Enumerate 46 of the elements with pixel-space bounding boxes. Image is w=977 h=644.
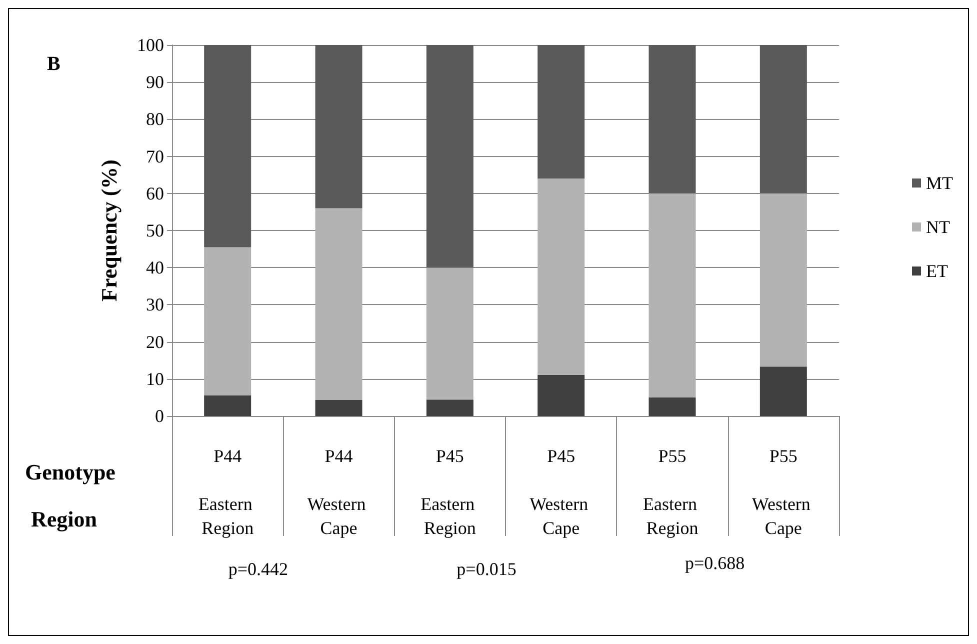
bar — [538, 45, 585, 179]
category-label: P45 Western Cape — [530, 446, 588, 538]
y-tick-label: 40 — [146, 258, 164, 278]
y-tick-label: 100 — [137, 35, 164, 55]
category-label: P55 Eastern Region — [643, 446, 698, 538]
bar — [538, 178, 585, 375]
text: Region — [31, 506, 97, 532]
y-tick-label: 80 — [146, 109, 164, 130]
bar — [648, 193, 696, 398]
bar — [315, 208, 362, 400]
bar — [648, 45, 696, 194]
bar — [538, 374, 585, 416]
bar — [426, 45, 474, 268]
legend-label: NT — [926, 217, 950, 237]
bar — [426, 400, 474, 416]
text: p=0.015 — [456, 559, 516, 579]
y-tick-label: 50 — [146, 220, 164, 240]
legend-label: ET — [926, 261, 948, 281]
bar — [648, 397, 696, 416]
category-label: P44 Western Cape — [307, 446, 366, 538]
text: p=0.442 — [228, 559, 288, 579]
bar — [760, 45, 807, 194]
category-label: P45 Eastern Region — [420, 446, 476, 538]
y-tick-label: 10 — [146, 368, 164, 389]
bar — [760, 193, 807, 367]
y-tick-label: 90 — [146, 72, 164, 92]
bar — [426, 268, 474, 400]
category-label: P55 Western Cape — [752, 446, 810, 538]
bar — [315, 45, 362, 208]
y-tick-label: 60 — [146, 183, 164, 204]
text: Genotype — [25, 460, 116, 484]
text: p=0.688 — [685, 553, 745, 573]
bar — [204, 247, 252, 396]
text: B — [47, 53, 60, 75]
text: Region — [202, 518, 254, 538]
bar — [204, 395, 252, 416]
bar — [204, 45, 252, 248]
category-label: P44 Eastern — [198, 446, 252, 514]
y-axis-title: Frequency (%) — [96, 160, 122, 302]
y-tick-label: 0 — [155, 406, 164, 426]
bar — [760, 366, 807, 416]
y-tick-label: 70 — [146, 146, 164, 166]
bar — [315, 400, 362, 416]
y-tick-label: 30 — [146, 294, 164, 315]
y-tick-label: 20 — [146, 332, 164, 352]
legend-label: MT — [926, 173, 954, 193]
